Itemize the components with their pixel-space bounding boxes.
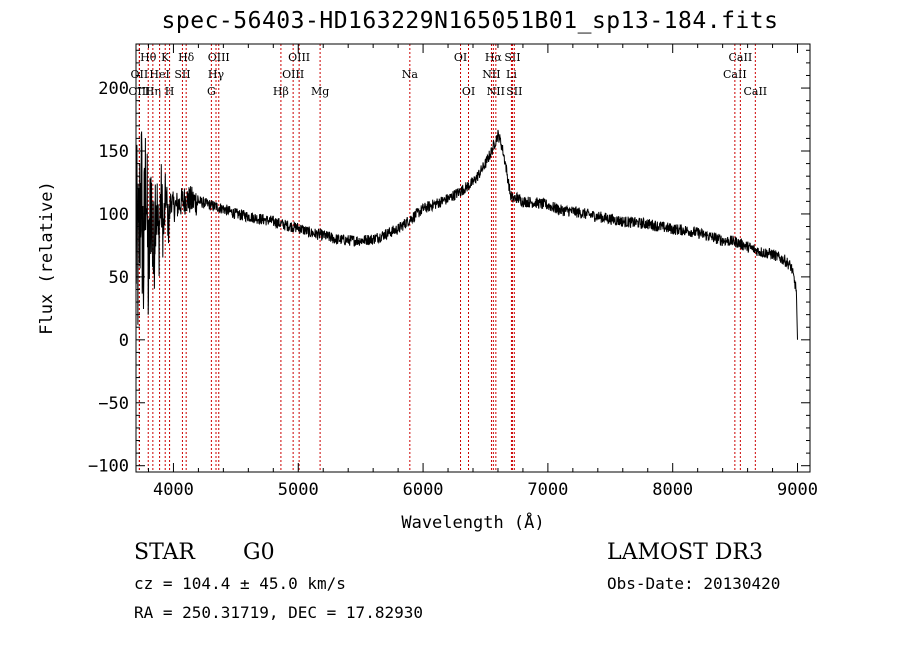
line-marker-label: OIII	[282, 68, 304, 81]
x-tick-label: 4000	[153, 480, 194, 500]
object-class: G0	[243, 540, 275, 565]
line-marker-label: OII	[131, 68, 149, 81]
line-marker-label: SII	[504, 51, 520, 64]
line-marker-label: OIII	[288, 51, 310, 64]
y-axis-label: Flux (relative)	[37, 181, 57, 335]
y-tick-label: −100	[88, 457, 129, 477]
object-type: STAR	[134, 540, 195, 565]
line-marker-label: CaII	[729, 51, 753, 64]
line-marker-label: OIII	[208, 51, 230, 64]
x-tick-label: 8000	[652, 480, 693, 500]
y-tick-label: 200	[98, 79, 129, 99]
line-marker-label: CaII	[743, 85, 767, 98]
chart-title: spec-56403-HD163229N165051B01_sp13-184.f…	[161, 8, 779, 34]
line-marker-label: Hβ	[273, 85, 289, 98]
line-marker-label: Hα	[485, 51, 503, 64]
x-tick-label: 6000	[403, 480, 444, 500]
obs-date: Obs-Date: 20130420	[607, 574, 781, 593]
x-tick-label: 7000	[527, 480, 568, 500]
line-marker-label: Na	[402, 68, 419, 81]
line-marker-label: CaII	[723, 68, 747, 81]
line-marker-label: OI	[454, 51, 467, 64]
x-tick-label: 5000	[278, 480, 319, 500]
survey-name: LAMOST DR3	[607, 540, 763, 565]
x-axis-label: Wavelength (Å)	[401, 511, 544, 533]
line-marker-label: Mg	[311, 85, 329, 98]
y-tick-label: −50	[98, 394, 129, 414]
y-tick-label: 50	[109, 268, 129, 288]
coordinates: RA = 250.31719, DEC = 17.82930	[134, 603, 423, 622]
line-marker-label: H	[165, 85, 175, 98]
axes: 4000 5000 6000 7000 8000 9000 −100 −50 0 50 100 150…	[88, 43, 818, 500]
x-tick-label: 9000	[777, 480, 818, 500]
line-marker-label: Li	[506, 68, 517, 81]
line-marker-label: HeI	[149, 68, 169, 81]
y-tick-label: 0	[119, 331, 129, 351]
redshift-value: cz = 104.4 ± 45.0 km/s	[134, 574, 346, 593]
line-marker-label: Hθ	[140, 51, 157, 64]
plot-frame	[135, 43, 811, 473]
line-marker-label: Hη	[145, 85, 161, 98]
line-marker-label: NII	[482, 68, 500, 81]
line-marker-label: K	[161, 51, 170, 64]
line-marker-label: Hγ	[208, 68, 225, 81]
line-marker-label: SII	[174, 68, 190, 81]
line-marker-label: G	[207, 85, 216, 98]
y-tick-label: 100	[98, 205, 129, 225]
line-marker-label: Hδ	[178, 51, 195, 64]
line-marker-label: SII	[506, 85, 522, 98]
flux-series-line	[135, 129, 798, 340]
line-marker-label: OI	[462, 85, 475, 98]
line-marker-label: NII	[487, 85, 505, 98]
y-tick-label: 150	[98, 142, 129, 162]
